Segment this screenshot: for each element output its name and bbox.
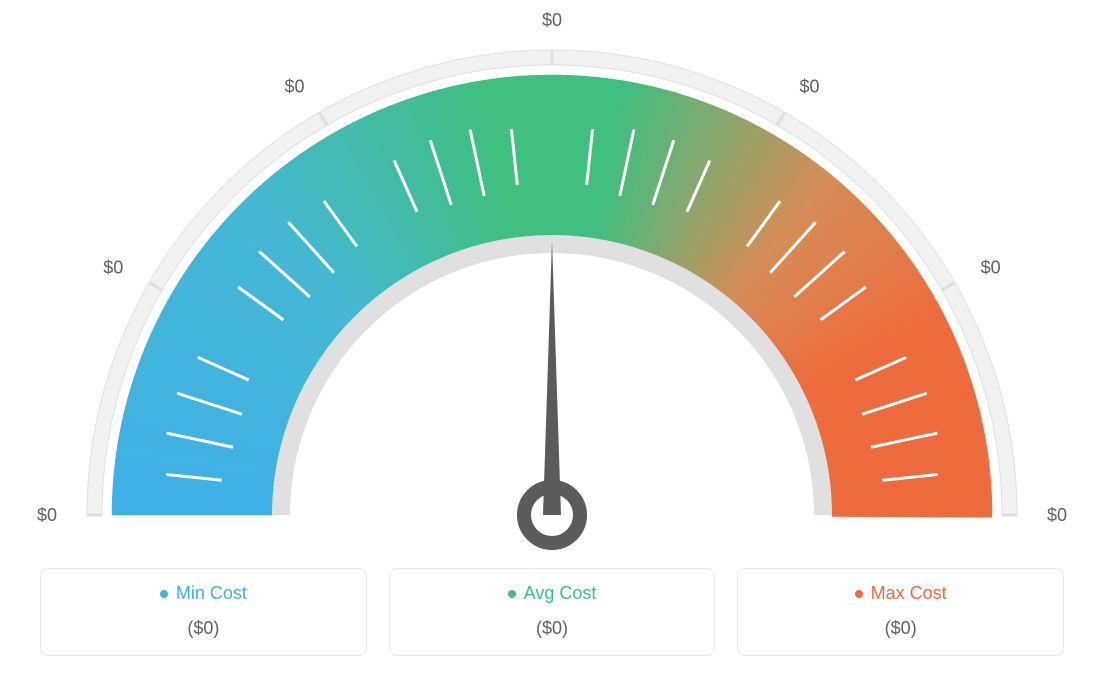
gauge-tick-label: $0 (284, 76, 304, 96)
legend-title-max: Max Cost (855, 583, 947, 604)
gauge-tick-label: $0 (542, 10, 562, 30)
legend-dot-max (855, 590, 863, 598)
gauge-tick-label: $0 (1047, 505, 1067, 525)
legend-row: Min Cost ($0) Avg Cost ($0) Max Cost ($0… (0, 568, 1104, 656)
cost-gauge-chart: $0 $0 $0 $0 $0 $0 $0 (0, 0, 1104, 560)
legend-title-min: Min Cost (160, 583, 247, 604)
legend-label-max: Max Cost (871, 583, 947, 604)
legend-value-avg: ($0) (390, 618, 715, 639)
legend-card-avg: Avg Cost ($0) (389, 568, 716, 656)
legend-value-min: ($0) (41, 618, 366, 639)
legend-dot-min (160, 590, 168, 598)
legend-card-min: Min Cost ($0) (40, 568, 367, 656)
gauge-tick-label: $0 (103, 258, 123, 278)
gauge-tick-label: $0 (981, 258, 1001, 278)
gauge-svg: $0 $0 $0 $0 $0 $0 $0 (0, 0, 1104, 560)
gauge-needle (543, 240, 561, 515)
gauge-tick-label: $0 (37, 505, 57, 525)
legend-value-max: ($0) (738, 618, 1063, 639)
legend-card-max: Max Cost ($0) (737, 568, 1064, 656)
legend-dot-avg (508, 590, 516, 598)
legend-label-avg: Avg Cost (524, 583, 597, 604)
legend-label-min: Min Cost (176, 583, 247, 604)
gauge-tick-label: $0 (800, 76, 820, 96)
legend-title-avg: Avg Cost (508, 583, 597, 604)
